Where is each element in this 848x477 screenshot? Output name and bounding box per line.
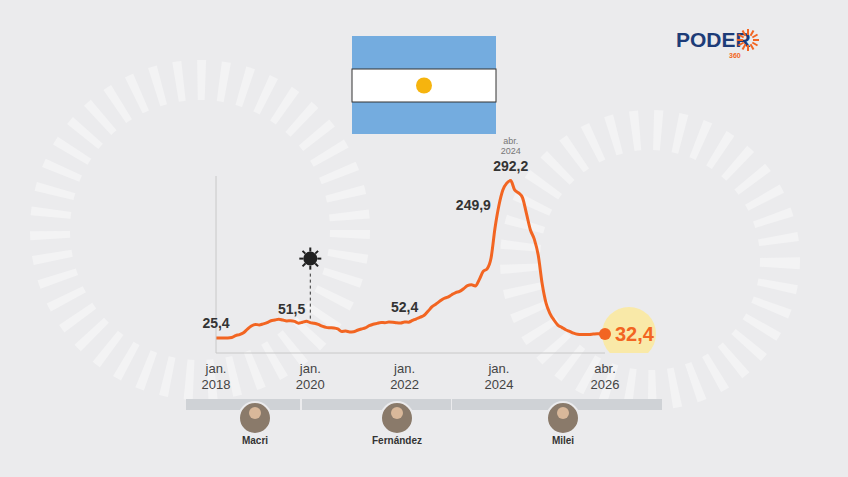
svg-text:25,4: 25,4	[202, 315, 229, 331]
svg-text:51,5: 51,5	[278, 301, 305, 317]
svg-text:292,2: 292,2	[493, 158, 528, 174]
svg-text:249,9: 249,9	[456, 197, 491, 213]
svg-text:jan.2024: jan.2024	[484, 361, 513, 392]
svg-text:PODER: PODER	[676, 28, 751, 51]
svg-text:abr.2026: abr.2026	[591, 361, 620, 392]
svg-text:jan.2020: jan.2020	[296, 361, 325, 392]
svg-text:jan.2018: jan.2018	[202, 361, 231, 392]
svg-text:jan.2022: jan.2022	[390, 361, 419, 392]
svg-text:52,4: 52,4	[391, 299, 418, 315]
svg-text:Macri: Macri	[242, 435, 268, 446]
svg-text:Fernández: Fernández	[372, 435, 422, 446]
svg-text:Milei: Milei	[552, 435, 574, 446]
svg-text:360: 360	[729, 52, 741, 59]
svg-text:abr.2024: abr.2024	[501, 136, 521, 156]
svg-text:32,4: 32,4	[615, 323, 655, 345]
